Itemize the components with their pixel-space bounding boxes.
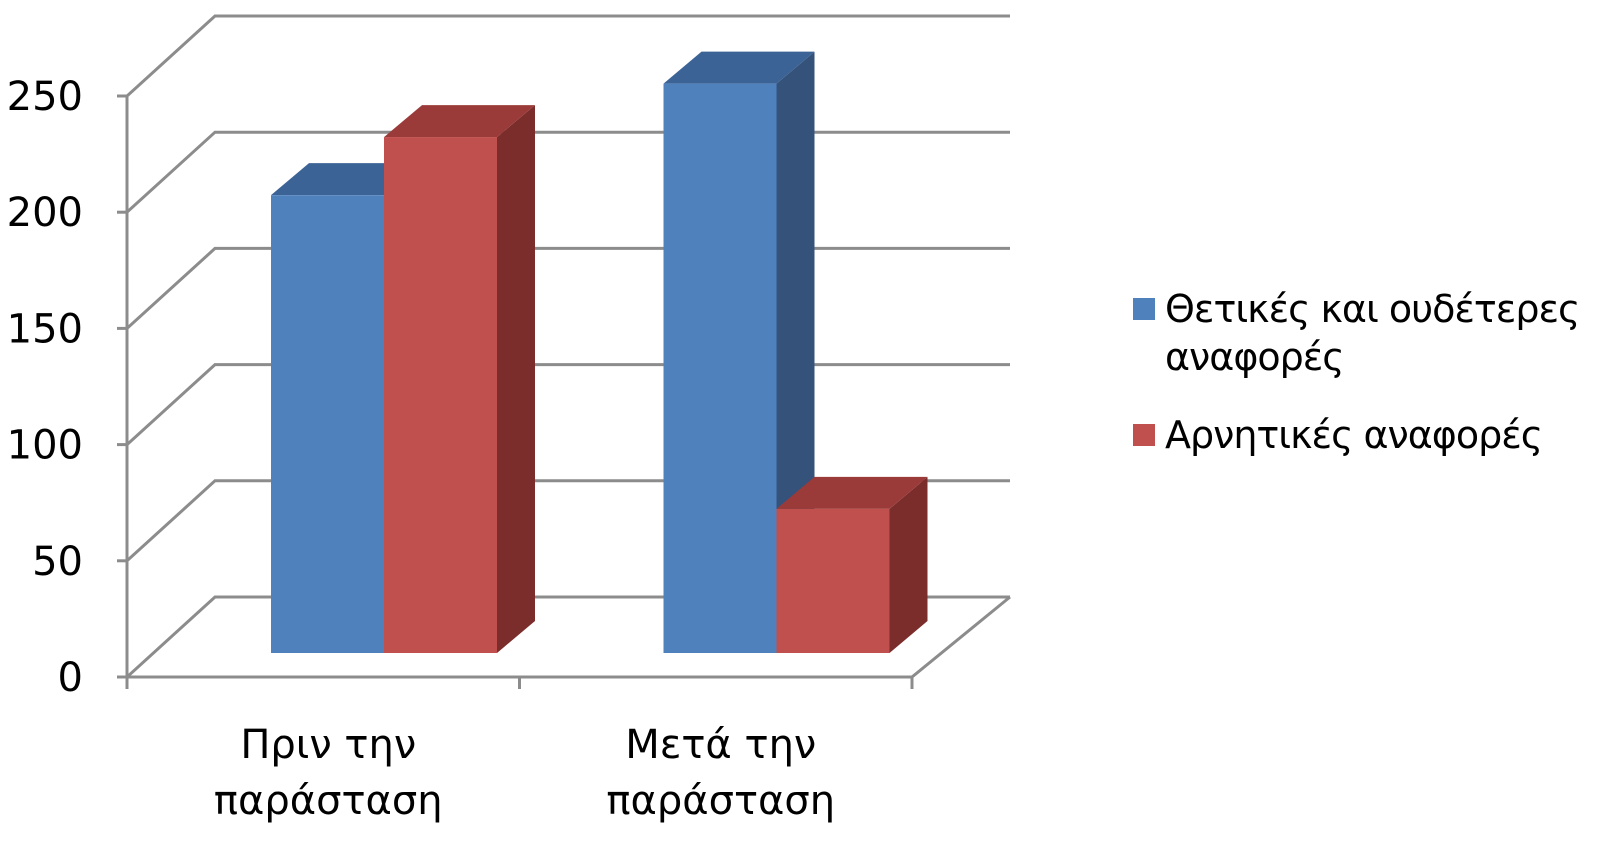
legend-swatch-positive bbox=[1133, 298, 1155, 320]
x-category-label: παράσταση bbox=[606, 778, 835, 824]
y-tick-label: 50 bbox=[32, 539, 83, 585]
axes bbox=[117, 94, 1011, 689]
x-category-label: παράσταση bbox=[214, 778, 443, 824]
bar bbox=[384, 105, 535, 653]
bar-side bbox=[497, 105, 535, 653]
legend-label-negative: Αρνητικές αναφορές bbox=[1165, 413, 1543, 457]
x-category-label: Μετά την bbox=[625, 722, 816, 768]
bar-top bbox=[776, 476, 928, 509]
legend-item-positive: Θετικές και ουδέτερες αναφορές bbox=[1133, 285, 1593, 381]
y-tick-label: 250 bbox=[7, 74, 83, 120]
legend-item-negative: Αρνητικές αναφορές bbox=[1133, 411, 1593, 459]
legend: Θετικές και ουδέτερες αναφορές Αρνητικές… bbox=[1133, 285, 1593, 489]
x-category-labels: Πριν την παράσταση Μετά την παράσταση bbox=[214, 722, 835, 824]
gridline bbox=[125, 14, 1010, 98]
bars bbox=[271, 51, 928, 654]
bar-front bbox=[271, 195, 384, 653]
y-tick-label: 200 bbox=[7, 190, 83, 236]
bar-front bbox=[663, 83, 777, 654]
y-tick-label: 0 bbox=[58, 655, 83, 701]
gridline bbox=[125, 130, 1010, 214]
legend-swatch-negative bbox=[1133, 424, 1155, 446]
y-tick-labels: 0 50 100 150 200 250 bbox=[7, 74, 83, 701]
bar-front bbox=[384, 137, 497, 653]
bar-front bbox=[776, 508, 890, 653]
bar-top bbox=[384, 105, 535, 138]
x-category-label: Πριν την bbox=[240, 722, 416, 768]
gridline bbox=[125, 246, 1010, 330]
bar bbox=[776, 476, 928, 653]
bar-side bbox=[889, 476, 928, 653]
gridline bbox=[125, 363, 1010, 446]
y-tick-label: 150 bbox=[7, 306, 83, 352]
legend-label-positive: Θετικές και ουδέτερες αναφορές bbox=[1165, 287, 1580, 379]
bar-top bbox=[663, 51, 815, 84]
y-tick-label: 100 bbox=[7, 423, 83, 469]
